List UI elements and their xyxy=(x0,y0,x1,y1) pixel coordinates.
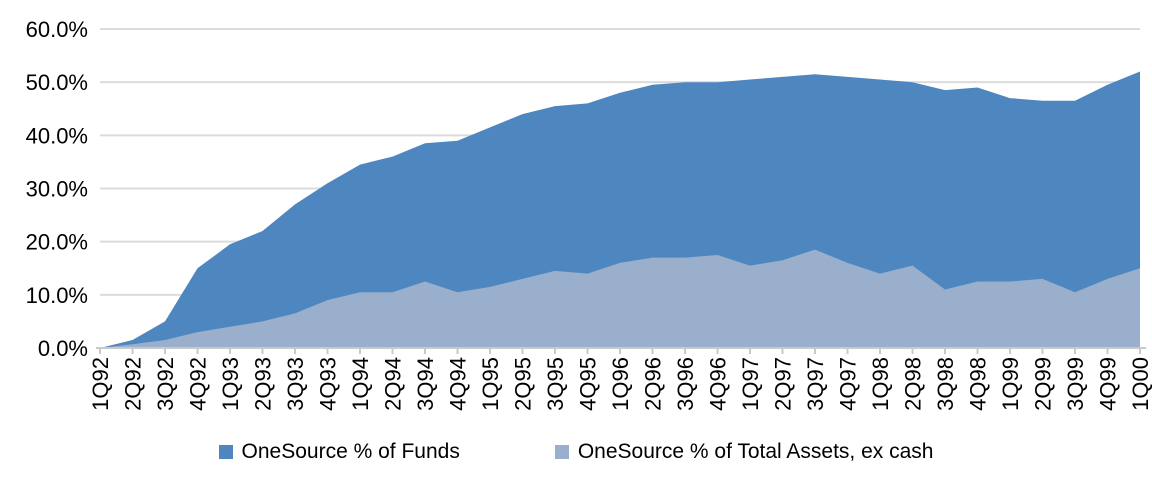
x-axis-label: 1Q96 xyxy=(608,357,633,411)
x-axis-label: 1Q99 xyxy=(998,357,1023,411)
legend-label-assets: OneSource % of Total Assets, ex cash xyxy=(577,440,934,463)
x-axis-label: 2Q94 xyxy=(381,357,406,411)
x-axis-label: 2Q99 xyxy=(1031,357,1056,411)
x-axis-label: 1Q93 xyxy=(218,357,243,411)
x-axis-label: 4Q95 xyxy=(576,357,601,411)
x-axis-label: 3Q98 xyxy=(933,357,958,411)
y-axis-label: 60.0% xyxy=(26,17,88,42)
x-axis-label: 3Q93 xyxy=(283,357,308,411)
legend-marker-funds-icon xyxy=(218,445,233,459)
x-axis-label: 1Q00 xyxy=(1128,357,1152,411)
area-series-1 xyxy=(100,249,1140,348)
x-axis-label: 3Q97 xyxy=(803,357,828,411)
x-axis-label: 3Q92 xyxy=(153,357,178,411)
x-axis-label: 4Q98 xyxy=(966,357,991,411)
x-axis-label: 3Q95 xyxy=(543,357,568,411)
legend: OneSource % of Funds OneSource % of Tota… xyxy=(0,440,1152,464)
x-axis-label: 1Q95 xyxy=(478,357,503,411)
y-axis-label: 0.0% xyxy=(38,336,88,361)
legend-label-funds: OneSource % of Funds xyxy=(241,440,460,463)
y-axis-label: 20.0% xyxy=(26,230,88,255)
x-axis-label: 4Q94 xyxy=(446,357,471,411)
y-axis-label: 50.0% xyxy=(26,70,88,95)
x-axis-label: 1Q94 xyxy=(348,357,373,411)
x-axis-label: 4Q97 xyxy=(836,357,861,411)
legend-marker-assets-icon xyxy=(554,445,569,459)
x-axis-label: 4Q99 xyxy=(1096,357,1121,411)
legend-item-funds: OneSource % of Funds xyxy=(218,440,460,464)
legend-item-assets: OneSource % of Total Assets, ex cash xyxy=(554,440,934,464)
x-axis-label: 3Q96 xyxy=(673,357,698,411)
x-axis-label: 2Q98 xyxy=(901,357,926,411)
y-axis-label: 40.0% xyxy=(26,123,88,148)
x-axis-label: 1Q98 xyxy=(868,357,893,411)
x-axis-label: 2Q95 xyxy=(511,357,536,411)
x-axis-label: 3Q99 xyxy=(1063,357,1088,411)
x-axis-label: 4Q93 xyxy=(316,357,341,411)
x-axis-label: 2Q92 xyxy=(121,357,146,411)
x-axis-label: 2Q97 xyxy=(771,357,796,411)
x-axis-label: 1Q97 xyxy=(738,357,763,411)
x-axis-label: 2Q93 xyxy=(251,357,276,411)
x-axis-label: 4Q92 xyxy=(186,357,211,411)
x-axis-label: 3Q94 xyxy=(413,357,438,411)
x-axis-label: 2Q96 xyxy=(641,357,666,411)
x-axis-label: 4Q96 xyxy=(706,357,731,411)
y-axis-label: 30.0% xyxy=(26,177,88,202)
y-axis-label: 10.0% xyxy=(26,283,88,308)
x-axis-label: 1Q92 xyxy=(88,357,113,411)
